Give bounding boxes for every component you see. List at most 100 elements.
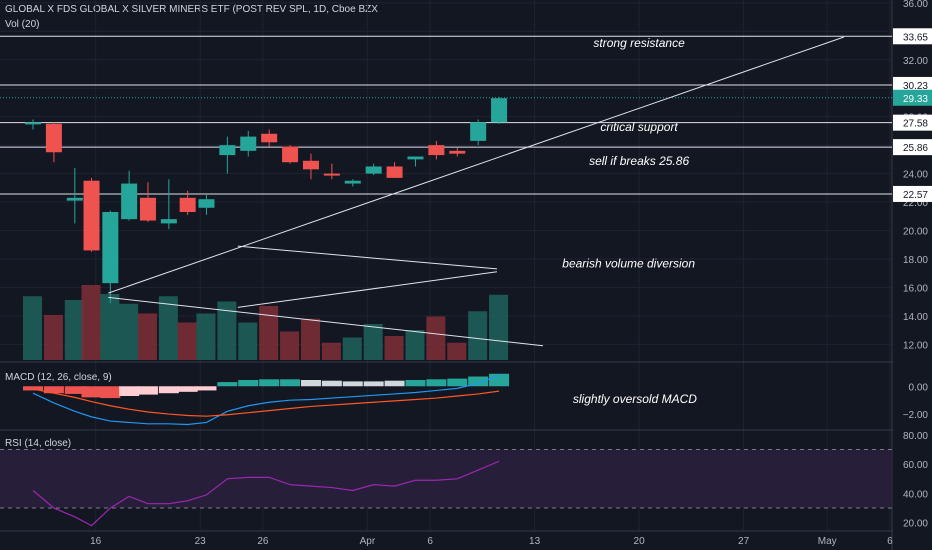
date-tick-label: 26 <box>257 536 269 547</box>
macd-histogram-bar <box>321 380 342 387</box>
volume-bar <box>468 311 488 360</box>
volume-bars <box>23 285 509 360</box>
macd-histogram-bar <box>100 386 121 399</box>
macd-histogram-bar <box>158 386 179 394</box>
volume-bar <box>259 306 279 360</box>
macd-histogram-bar <box>280 379 301 387</box>
price-tick-label: 24.00 <box>903 170 928 181</box>
candle-body <box>282 146 299 163</box>
candle-body <box>179 197 196 213</box>
volume-bar <box>64 300 84 360</box>
date-tick-label: 23 <box>195 536 207 547</box>
volume-bar <box>137 313 157 360</box>
trend-line <box>237 245 498 270</box>
macd-line <box>32 374 500 426</box>
volume-bar <box>158 296 178 360</box>
candle-body <box>198 199 215 208</box>
candle-body <box>428 145 445 156</box>
volume-bar <box>217 301 237 360</box>
macd-label: MACD (12, 26, close, 9) <box>5 372 112 383</box>
trend-line <box>108 36 845 294</box>
volume-bar <box>426 316 446 360</box>
macd-histogram-bar <box>177 386 198 392</box>
level-badge <box>893 185 932 202</box>
axes: 36.0034.0032.0030.0028.0026.0024.0022.00… <box>90 0 932 550</box>
candle-body <box>302 160 319 170</box>
level-badge <box>893 114 932 131</box>
candle-body <box>45 123 62 153</box>
macd-histogram-bar <box>468 376 489 387</box>
macd-histogram-bar <box>217 382 238 387</box>
price-tick-label: 32.00 <box>903 56 928 67</box>
candle-body <box>323 173 340 176</box>
rsi-tick-label: 80.00 <box>903 431 928 442</box>
macd-tick-label: −2.00 <box>903 410 929 421</box>
chart-title: GLOBAL X FDS GLOBAL X SILVER MINERS ETF … <box>5 4 378 15</box>
volume-bar <box>280 331 300 360</box>
candle-body <box>365 166 382 174</box>
macd-histogram-bar <box>137 386 158 395</box>
level-badge <box>893 28 932 45</box>
level-badge-label: 33.65 <box>903 32 928 43</box>
volume-bar <box>447 342 467 360</box>
date-tick-label: 6 <box>887 536 893 547</box>
rsi-tick-label: 60.00 <box>903 460 928 471</box>
candle-body <box>470 122 487 141</box>
annotation-label: sell if breaks 25.86 <box>589 154 689 168</box>
annotation-label: bearish volume diversion <box>562 257 695 271</box>
macd-signal-line <box>32 388 500 417</box>
level-badge-label: 27.58 <box>903 119 928 130</box>
macd-histogram-bar <box>81 386 102 398</box>
volume-bar <box>384 336 404 360</box>
macd-histogram-bar <box>259 379 280 387</box>
macd-histogram-bar <box>426 379 447 387</box>
macd-histogram-bar <box>64 386 85 394</box>
candle-body <box>407 156 424 160</box>
macd-histogram-bar <box>447 378 468 387</box>
price-candles <box>25 96 508 304</box>
price-tick-label: 16.00 <box>903 283 928 294</box>
macd-pane: MACD (12, 26, close, 9) <box>5 372 510 426</box>
annotation-label: slightly oversold MACD <box>573 392 697 406</box>
volume-bar <box>100 294 120 360</box>
annotations: strong resistance critical support sell if… <box>562 36 697 406</box>
volume-bar <box>321 342 341 360</box>
macd-histogram-bar <box>238 380 259 387</box>
level-badge <box>893 76 932 93</box>
macd-histogram-bar <box>342 381 363 387</box>
rsi-tick-label: 40.00 <box>903 489 928 500</box>
trend-line <box>237 271 498 308</box>
macd-histogram-bar <box>384 380 405 387</box>
macd-histogram-bar <box>405 380 426 387</box>
rsi-pane: RSI (14, close) <box>0 438 892 527</box>
date-tick-label: 16 <box>90 536 102 547</box>
trend-line <box>108 296 544 347</box>
candle-body <box>102 212 119 284</box>
volume-bar <box>119 303 139 360</box>
candle-body <box>25 122 41 125</box>
rsi-band <box>0 449 892 509</box>
candle-body <box>240 136 257 151</box>
volume-indicator-label: Vol (20) <box>5 19 40 30</box>
volume-bar <box>23 296 42 360</box>
price-tick-label: 36.00 <box>903 0 928 10</box>
candle-body <box>261 133 278 143</box>
macd-tick-label: 0.00 <box>909 382 929 393</box>
macd-histogram-bar <box>300 380 321 387</box>
macd-histogram-bar <box>363 381 384 387</box>
macd-histogram-bar <box>43 386 64 394</box>
candle-body <box>66 197 83 201</box>
horizontal-levels <box>0 35 892 195</box>
candle-body <box>449 150 466 154</box>
price-tick-label: 20.00 <box>903 227 928 238</box>
candle-body <box>160 219 177 224</box>
date-tick-label: 20 <box>634 536 646 547</box>
candle-body <box>139 197 156 221</box>
volume-bar <box>489 294 509 360</box>
price-tick-label: 12.00 <box>903 340 928 351</box>
candle-body <box>344 180 361 184</box>
volume-bar <box>238 322 258 360</box>
level-badge <box>893 139 932 156</box>
